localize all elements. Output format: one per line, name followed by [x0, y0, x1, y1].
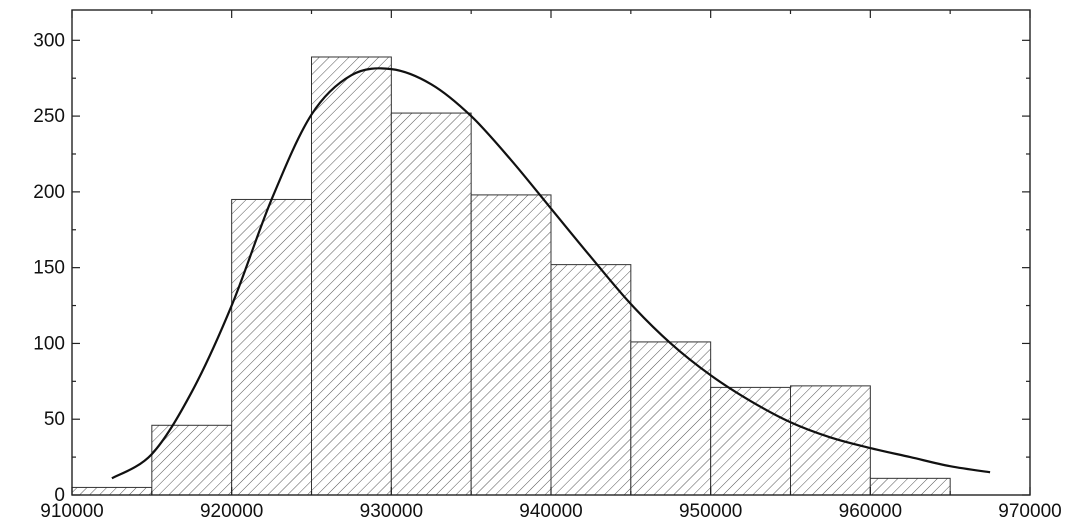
x-tick-label-3: 940000: [519, 501, 582, 522]
histogram-bar-3: [231, 198, 313, 496]
histogram-bar-11: [869, 477, 951, 496]
x-tick-label-2: 930000: [360, 501, 423, 522]
histogram-bar-6: [470, 194, 552, 496]
histogram-bar-1: [71, 486, 153, 496]
histogram-bar-10: [790, 385, 871, 496]
y-tick-label-1: 50: [44, 409, 65, 430]
y-tick-label-6: 300: [33, 30, 65, 51]
histogram-bar-2: [151, 424, 233, 496]
labels-layer: 910000 920000 930000 940000 950000 960000 9700…: [33, 30, 1061, 522]
bars-layer: [71, 56, 951, 496]
histogram-bar-4: [311, 56, 392, 496]
histogram-bar-9: [710, 386, 792, 496]
x-tick-label-0: 910000: [40, 501, 103, 522]
x-tick-label-1: 920000: [200, 501, 263, 522]
y-tick-label-3: 150: [33, 258, 65, 279]
curve-layer: [111, 67, 991, 480]
axes-layer: [71, 9, 1031, 496]
x-tick-label-4: 950000: [679, 501, 742, 522]
y-tick-label-0: 0: [54, 485, 65, 506]
y-tick-label-4: 200: [33, 182, 65, 203]
fit-curve: [111, 67, 991, 480]
y-tick-label-2: 100: [33, 333, 65, 354]
histogram-bar-7: [550, 264, 632, 496]
y-tick-label-5: 250: [33, 106, 65, 127]
x-tick-label-6: 970000: [998, 501, 1061, 522]
x-tick-label-5: 960000: [839, 501, 902, 522]
histogram-bar-8: [630, 341, 712, 496]
histogram-bar-5: [390, 112, 472, 496]
